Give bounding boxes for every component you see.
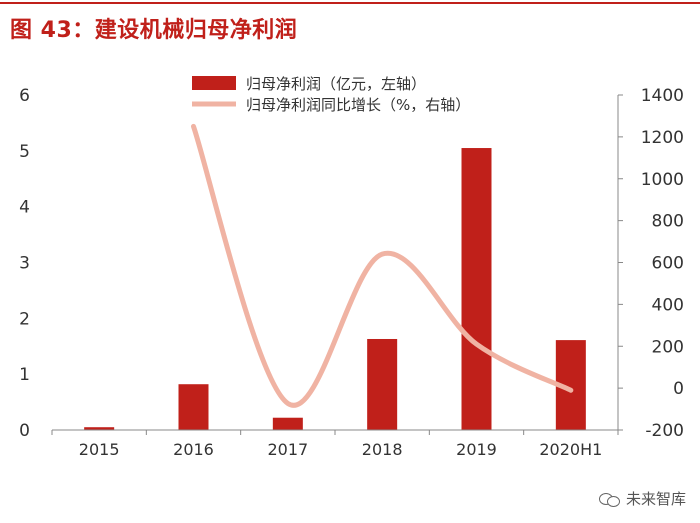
left-tick-label: 3 bbox=[19, 254, 30, 274]
left-tick-label: 0 bbox=[19, 421, 30, 441]
legend-line-label: 归母净利润同比增长（%，右轴） bbox=[246, 96, 470, 114]
right-tick-label: 800 bbox=[652, 212, 684, 232]
bar-2015 bbox=[84, 427, 115, 430]
left-tick-label: 5 bbox=[19, 142, 30, 162]
right-tick-label: 1400 bbox=[641, 86, 684, 106]
watermark: 未来智库 bbox=[598, 488, 686, 509]
bar-2018 bbox=[367, 338, 398, 430]
right-tick-label: 400 bbox=[652, 295, 684, 315]
x-tick-label-2018: 2018 bbox=[362, 440, 403, 459]
growth-line bbox=[191, 123, 574, 408]
legend-bar-swatch bbox=[192, 76, 236, 90]
watermark-text: 未来智库 bbox=[625, 490, 686, 508]
legend-bar-label: 归母净利润（亿元，左轴） bbox=[246, 75, 426, 93]
x-tick-label-2019: 2019 bbox=[456, 440, 497, 459]
right-tick-label: 0 bbox=[673, 379, 684, 399]
x-tick-label-2016: 2016 bbox=[173, 440, 214, 459]
left-tick-label: 1 bbox=[19, 365, 30, 385]
figure-title: 图 43：建设机械归母净利润 bbox=[10, 18, 298, 43]
wechat-icon bbox=[598, 491, 621, 507]
bar-2017 bbox=[272, 417, 303, 430]
right-tick-label: 200 bbox=[652, 337, 684, 357]
left-tick-label: 2 bbox=[19, 309, 30, 329]
right-tick-label: -200 bbox=[645, 421, 684, 441]
x-tick-label-2020H1: 2020H1 bbox=[539, 440, 602, 459]
right-tick-label: 1200 bbox=[641, 128, 684, 148]
left-tick-label: 6 bbox=[19, 86, 30, 106]
bar-2019 bbox=[461, 148, 492, 430]
x-tick-label-2015: 2015 bbox=[79, 440, 120, 459]
left-tick-label: 4 bbox=[19, 198, 30, 218]
bar-2016 bbox=[178, 384, 209, 430]
title-rule bbox=[0, 2, 700, 4]
right-tick-label: 1000 bbox=[641, 170, 684, 190]
x-tick-label-2017: 2017 bbox=[267, 440, 308, 459]
right-tick-label: 600 bbox=[652, 254, 684, 274]
